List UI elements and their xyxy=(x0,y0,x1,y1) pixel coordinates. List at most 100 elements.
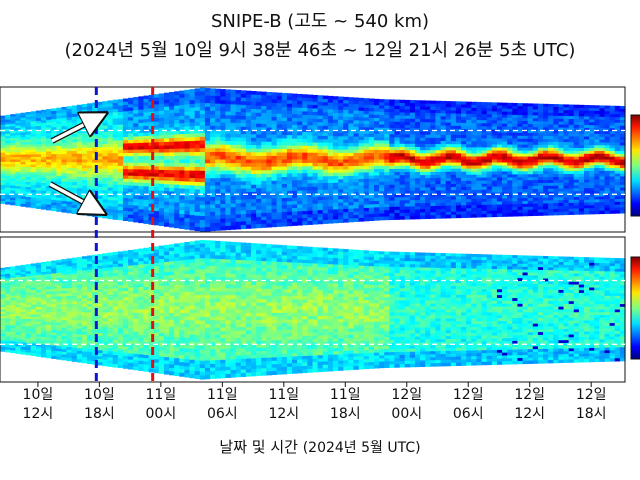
heatmap-cell xyxy=(220,155,227,160)
heatmap-cell xyxy=(112,194,119,198)
heatmap-cell xyxy=(537,194,544,199)
heatmap-cell xyxy=(215,170,221,175)
heatmap-cell xyxy=(66,170,73,175)
heatmap-cell xyxy=(117,181,124,186)
heatmap-cell xyxy=(481,189,488,194)
heatmap-cell xyxy=(563,202,570,207)
heatmap-cell xyxy=(307,142,314,147)
heatmap-cell xyxy=(46,286,52,290)
heatmap-cell xyxy=(440,116,447,120)
heatmap-cell xyxy=(286,201,293,206)
heatmap-cell xyxy=(502,177,508,181)
heatmap-cell xyxy=(169,138,175,143)
heatmap-cell xyxy=(609,159,616,163)
heatmap-cell xyxy=(46,266,52,270)
heatmap-cell xyxy=(573,191,580,195)
heatmap-cell xyxy=(204,106,211,112)
heatmap-cell xyxy=(312,186,319,191)
heatmap-cell xyxy=(266,123,273,129)
heatmap-cell xyxy=(122,188,129,193)
heatmap-cell xyxy=(40,349,47,353)
heatmap-cell xyxy=(404,187,411,192)
heatmap-cell xyxy=(507,201,513,205)
heatmap-cell xyxy=(256,188,262,193)
heatmap-cell xyxy=(138,176,145,180)
heatmap-cell xyxy=(563,116,570,120)
heatmap-cell xyxy=(30,126,37,130)
heatmap-cell xyxy=(194,137,201,142)
heatmap-cell xyxy=(548,174,554,178)
heatmap-cell xyxy=(271,145,278,150)
heatmap-cell xyxy=(609,182,616,186)
heatmap-cell xyxy=(30,287,37,291)
heatmap-cell xyxy=(0,274,6,278)
heatmap-cell xyxy=(5,128,11,132)
heatmap-cell xyxy=(455,171,462,176)
heatmap-cell xyxy=(573,119,580,123)
heatmap-cell xyxy=(461,162,467,167)
heatmap-cell xyxy=(302,152,308,157)
heatmap-cell xyxy=(117,169,124,173)
heatmap-cell xyxy=(507,162,513,166)
heatmap-cell xyxy=(594,150,600,155)
heatmap-cell xyxy=(30,268,37,272)
heatmap-cell xyxy=(286,135,293,140)
heatmap-cell xyxy=(25,266,32,270)
heatmap-cell xyxy=(112,181,119,186)
heatmap-cell xyxy=(30,172,37,176)
heatmap-cell xyxy=(327,142,334,147)
heatmap-cell xyxy=(543,171,549,175)
heatmap-cell xyxy=(210,110,216,116)
heatmap-cell xyxy=(5,300,11,304)
heatmap-cell xyxy=(251,109,257,114)
heatmap-cell xyxy=(133,129,139,134)
heatmap-cell xyxy=(614,170,621,175)
heatmap-cell xyxy=(373,169,380,173)
heatmap-cell xyxy=(476,186,483,191)
heatmap-cell xyxy=(486,138,493,142)
heatmap-cell xyxy=(348,100,355,105)
heatmap-cell xyxy=(414,112,421,117)
heatmap-cell xyxy=(404,112,411,117)
heatmap-cell xyxy=(128,110,134,115)
heatmap-cell xyxy=(189,137,196,142)
heatmap-cell xyxy=(20,351,27,355)
heatmap-cell xyxy=(461,177,467,182)
heatmap-cell xyxy=(179,195,186,200)
heatmap-cell xyxy=(327,192,334,197)
heatmap-cell xyxy=(604,133,611,138)
heatmap-cell xyxy=(589,139,595,143)
heatmap-cell xyxy=(537,168,544,172)
heatmap-cell xyxy=(245,134,252,139)
heatmap-cell xyxy=(491,159,498,164)
heatmap-cell xyxy=(502,159,508,163)
heatmap-cell xyxy=(491,150,498,154)
heatmap-cell xyxy=(348,103,355,108)
heatmap-cell xyxy=(384,140,390,145)
heatmap-cell xyxy=(56,124,63,128)
heatmap-cell xyxy=(10,195,16,199)
heatmap-cell xyxy=(604,210,611,214)
heatmap-cell xyxy=(481,195,488,200)
heatmap-cell xyxy=(502,105,508,110)
heatmap-cell xyxy=(619,151,626,155)
heatmap-cell xyxy=(199,140,206,145)
heatmap-cell xyxy=(558,156,565,160)
heatmap-cell xyxy=(35,180,42,184)
heatmap-cell xyxy=(532,147,539,152)
heatmap-cell xyxy=(245,105,252,110)
heatmap-cell xyxy=(10,171,16,175)
heatmap-cell xyxy=(573,205,580,210)
heatmap-cell xyxy=(112,187,119,192)
heatmap-cell xyxy=(455,110,462,115)
heatmap-cell xyxy=(302,121,308,126)
heatmap-cell xyxy=(496,171,503,175)
heatmap-cell xyxy=(558,153,565,158)
heatmap-cell xyxy=(466,138,472,142)
heatmap-cell xyxy=(527,106,534,110)
heatmap-cell xyxy=(194,226,201,232)
heatmap-cell xyxy=(302,108,308,112)
heatmap-cell xyxy=(66,187,73,191)
heatmap-cell xyxy=(348,110,355,115)
heatmap-cell xyxy=(619,170,626,175)
